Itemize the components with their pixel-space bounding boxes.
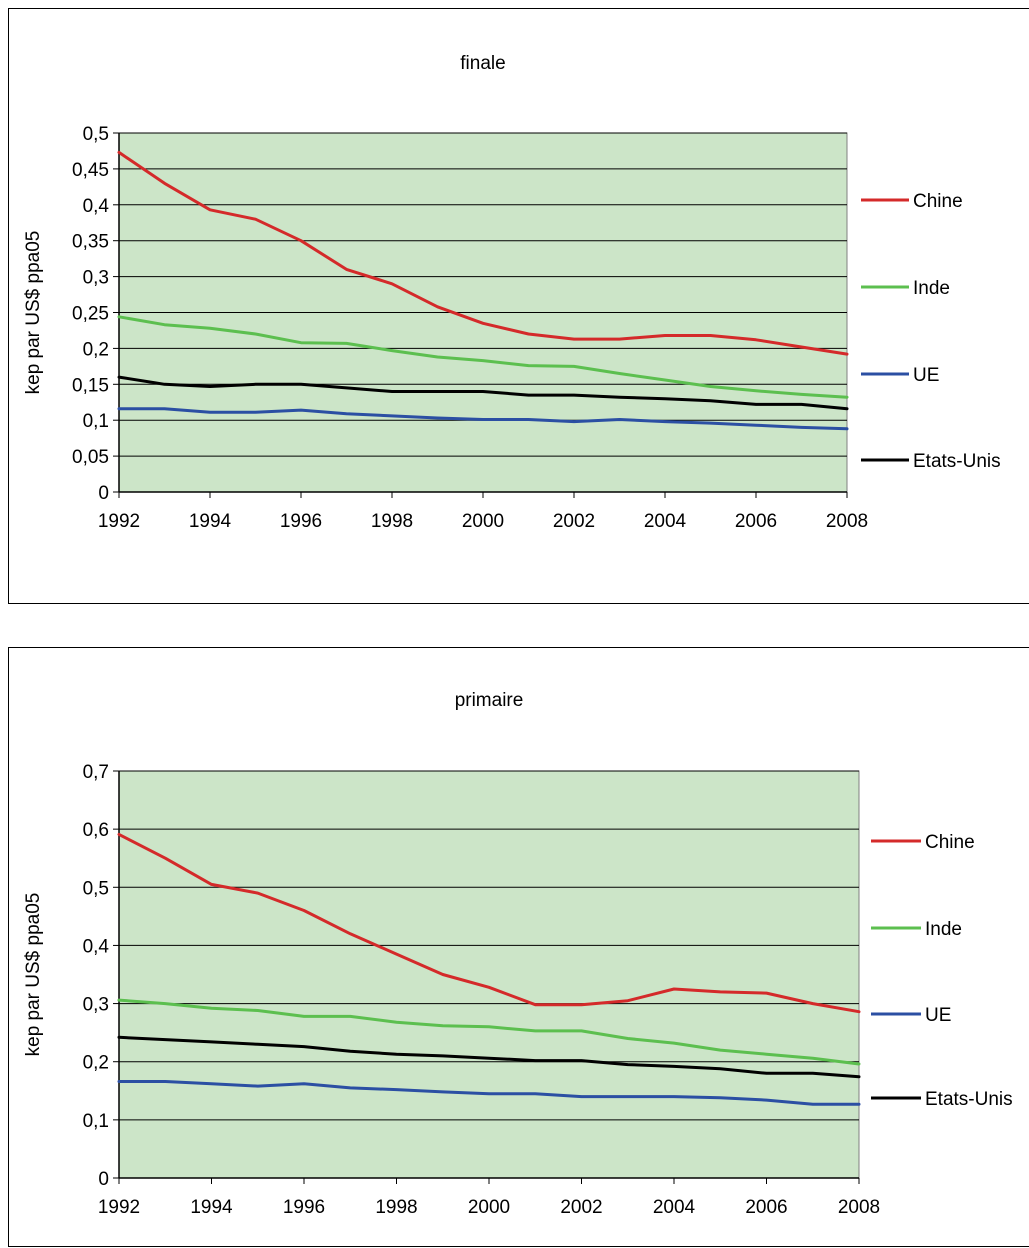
chart-finale: finale 0 0,05 0,1 0,15 0,2 0,25 0,3 0,35 0,4 0,45 0… [23,53,1001,532]
y-axis-label: kep par US$ ppa05 [23,893,44,1057]
y-tick-label: 0 [98,483,109,504]
x-tick-label: 1998 [371,511,413,532]
x-tick-label: 1998 [375,1197,417,1218]
y-tick-label: 0,4 [83,196,110,217]
legend-label: Inde [925,919,962,940]
y-tick-label: 0,2 [83,339,109,360]
series-line-etats-unis [117,375,849,411]
y-tick-label: 0,1 [83,411,109,432]
legend-label: Chine [925,832,975,853]
legend-label: UE [913,365,939,386]
legend-label: Chine [913,191,963,212]
series-line-chine [117,150,849,356]
chart-title: finale [460,53,505,74]
y-tick-label: 0,3 [83,995,109,1016]
y-tick-label: 0,25 [72,304,109,325]
chart-panel-finale: finale 0 0,05 0,1 0,15 0,2 0,25 0,3 0,35 0,4 0,45 0… [8,8,1029,604]
y-tick-label: 0 [98,1169,109,1190]
x-tick-label: 1996 [280,511,322,532]
y-tick-label: 0,5 [83,878,109,899]
x-tick-label: 2002 [560,1197,602,1218]
x-tick-label: 1996 [283,1197,325,1218]
chart-panel-primaire: primaire 0 0,1 0,2 0,3 0,4 0,5 0,6 0,7 1992 1994 19… [8,647,1029,1247]
y-tick-label: 0,3 [83,268,109,289]
legend-label: Etats-Unis [925,1089,1013,1110]
y-tick-label: 0,15 [72,375,109,396]
y-tick-label: 0,6 [83,820,109,841]
y-tick-label: 0,4 [83,936,110,957]
y-axis-label: kep par US$ ppa05 [23,231,44,395]
y-tick-label: 0,45 [72,160,109,181]
y-tick-label: 0,1 [83,1111,109,1132]
legend-label: Inde [913,278,950,299]
x-tick-label: 1992 [98,1197,140,1218]
y-tick-label: 0,2 [83,1053,109,1074]
x-tick-label: 2004 [644,511,687,532]
x-tick-label: 1994 [190,1197,233,1218]
series-line-ue [117,407,849,431]
chart-title: primaire [455,690,524,711]
x-tick-label: 2008 [826,511,868,532]
y-tick-label: 0,05 [72,447,109,468]
plot-area [118,770,860,1179]
series-line-chine [117,832,861,1014]
x-tick-label: 1994 [189,511,232,532]
series-line-inde [117,315,849,399]
x-tick-label: 2008 [838,1197,880,1218]
x-tick-label: 2002 [553,511,595,532]
y-tick-label: 0,35 [72,232,109,253]
series-line-etats-unis [117,1035,861,1079]
y-tick-label: 0,7 [83,762,109,783]
chart-primaire: primaire 0 0,1 0,2 0,3 0,4 0,5 0,6 0,7 1992 1994 19… [23,690,1013,1218]
y-tick-label: 0,5 [83,124,109,145]
series-line-ue [117,1080,861,1106]
x-tick-label: 2000 [468,1197,510,1218]
x-tick-label: 2006 [745,1197,787,1218]
x-tick-label: 2000 [462,511,504,532]
legend-label: Etats-Unis [913,451,1001,472]
series-line-inde [117,998,861,1066]
legend-label: UE [925,1005,951,1026]
x-tick-label: 1992 [98,511,140,532]
x-tick-label: 2004 [653,1197,696,1218]
x-tick-label: 2006 [735,511,777,532]
